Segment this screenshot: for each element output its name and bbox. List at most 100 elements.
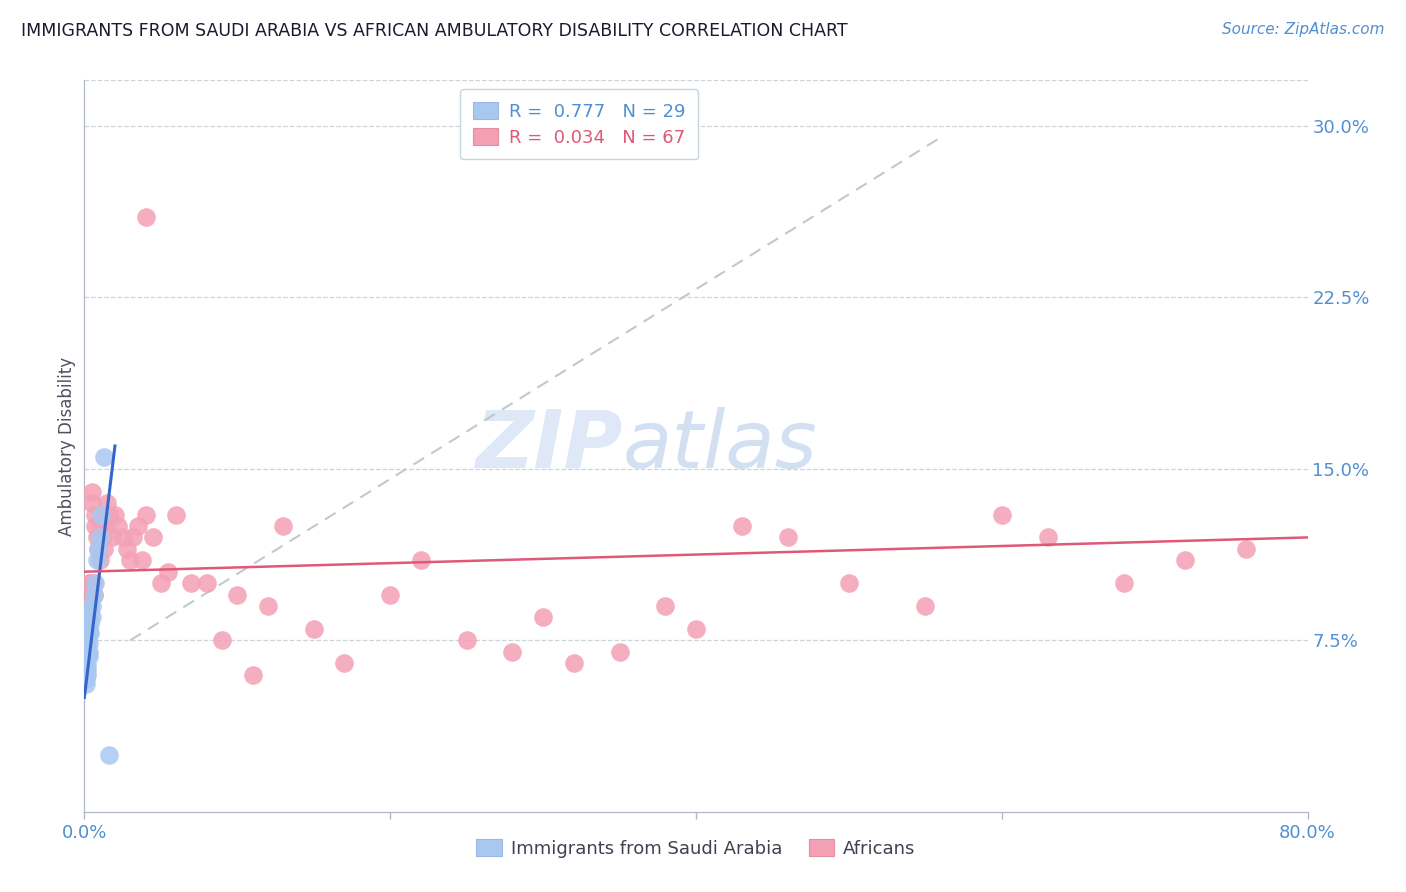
Point xyxy=(96,496,118,510)
Point xyxy=(76,667,98,681)
Point xyxy=(157,565,180,579)
Point xyxy=(83,588,105,602)
Point xyxy=(135,211,157,225)
Point xyxy=(271,519,294,533)
Point xyxy=(654,599,676,613)
Point xyxy=(731,519,754,533)
Point xyxy=(86,553,108,567)
Point xyxy=(502,645,524,659)
Point xyxy=(333,656,356,670)
Point xyxy=(122,530,145,544)
Point xyxy=(75,599,97,613)
Point xyxy=(1114,576,1136,591)
Point xyxy=(76,645,98,659)
Point xyxy=(77,588,100,602)
Point xyxy=(104,508,127,522)
Point xyxy=(84,519,107,533)
Point xyxy=(97,508,120,522)
Point xyxy=(79,626,101,640)
Point xyxy=(115,541,138,556)
Text: atlas: atlas xyxy=(623,407,817,485)
Point xyxy=(776,530,799,544)
Point xyxy=(90,519,112,533)
Point xyxy=(456,633,478,648)
Point xyxy=(87,541,110,556)
Point xyxy=(914,599,936,613)
Point xyxy=(75,667,97,681)
Point xyxy=(531,610,554,624)
Point xyxy=(226,588,249,602)
Point xyxy=(101,530,124,544)
Point xyxy=(165,508,187,522)
Legend: Immigrants from Saudi Arabia, Africans: Immigrants from Saudi Arabia, Africans xyxy=(470,831,922,865)
Point xyxy=(127,519,149,533)
Point xyxy=(76,622,98,636)
Point xyxy=(838,576,860,591)
Point xyxy=(89,553,111,567)
Point xyxy=(77,649,100,664)
Point xyxy=(120,553,142,567)
Point xyxy=(302,622,325,636)
Point xyxy=(84,576,107,591)
Point xyxy=(131,553,153,567)
Point xyxy=(93,450,115,465)
Point xyxy=(90,508,112,522)
Point xyxy=(76,649,98,664)
Point xyxy=(91,530,114,544)
Y-axis label: Ambulatory Disability: Ambulatory Disability xyxy=(58,357,76,535)
Point xyxy=(75,676,97,690)
Point xyxy=(80,484,103,499)
Point xyxy=(84,508,107,522)
Point xyxy=(107,519,129,533)
Point xyxy=(195,576,218,591)
Point xyxy=(79,604,101,618)
Point xyxy=(76,658,98,673)
Point xyxy=(89,530,111,544)
Point xyxy=(76,633,98,648)
Point xyxy=(79,576,101,591)
Point xyxy=(77,626,100,640)
Point xyxy=(77,645,100,659)
Point xyxy=(257,599,280,613)
Point xyxy=(83,576,105,591)
Point xyxy=(77,635,100,649)
Point xyxy=(79,617,101,632)
Point xyxy=(609,645,631,659)
Point xyxy=(79,599,101,613)
Point xyxy=(242,667,264,681)
Point xyxy=(76,640,98,655)
Text: ZIP: ZIP xyxy=(475,407,623,485)
Point xyxy=(180,576,202,591)
Point xyxy=(991,508,1014,522)
Point xyxy=(685,622,707,636)
Point xyxy=(1236,541,1258,556)
Point xyxy=(97,747,120,762)
Point xyxy=(77,610,100,624)
Point xyxy=(94,519,117,533)
Point xyxy=(77,610,100,624)
Point xyxy=(142,530,165,544)
Point xyxy=(80,599,103,613)
Point xyxy=(211,633,233,648)
Point xyxy=(93,541,115,556)
Point xyxy=(80,496,103,510)
Point xyxy=(149,576,172,591)
Point xyxy=(75,588,97,602)
Point xyxy=(409,553,432,567)
Point xyxy=(83,588,105,602)
Point xyxy=(76,663,98,677)
Point xyxy=(87,541,110,556)
Point xyxy=(135,508,157,522)
Point xyxy=(76,610,98,624)
Point xyxy=(1174,553,1197,567)
Text: Source: ZipAtlas.com: Source: ZipAtlas.com xyxy=(1222,22,1385,37)
Point xyxy=(1036,530,1059,544)
Point xyxy=(77,576,100,591)
Point xyxy=(380,588,402,602)
Text: IMMIGRANTS FROM SAUDI ARABIA VS AFRICAN AMBULATORY DISABILITY CORRELATION CHART: IMMIGRANTS FROM SAUDI ARABIA VS AFRICAN … xyxy=(21,22,848,40)
Point xyxy=(75,672,97,686)
Point xyxy=(77,622,100,636)
Point xyxy=(75,663,97,677)
Point xyxy=(562,656,585,670)
Point xyxy=(80,610,103,624)
